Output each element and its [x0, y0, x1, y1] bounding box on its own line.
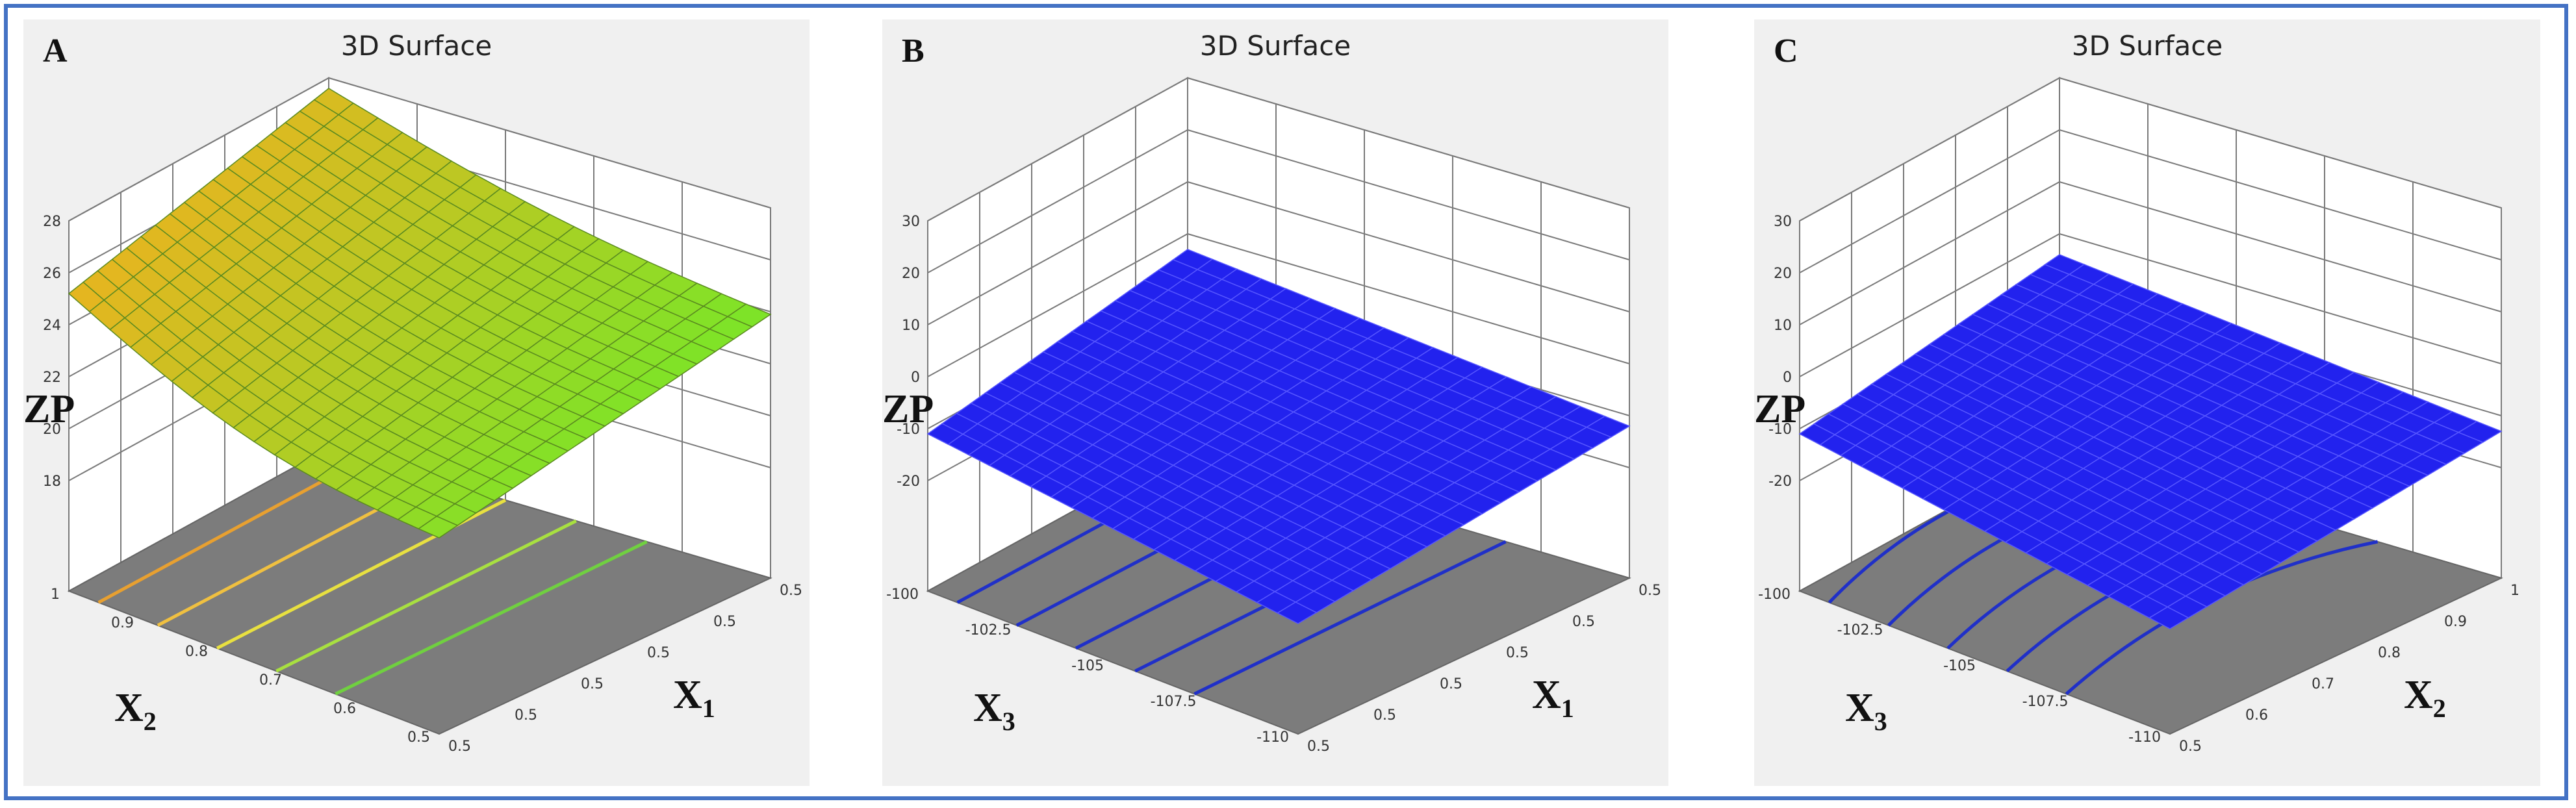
z-tick-label: 18 — [43, 473, 61, 490]
y-tick-label: 0.5 — [407, 729, 430, 746]
y-axis-title: X3 — [973, 686, 1015, 736]
surface-plot-c: -20-100102030-100-102.5-105-107.5-1100.5… — [1754, 30, 2519, 755]
panel-letter: A — [43, 32, 68, 69]
z-gridline — [1799, 233, 2502, 377]
y-tick-label: -100 — [1758, 587, 1791, 603]
y-tick-label: 0.7 — [259, 672, 282, 688]
y-tick-label: -102.5 — [965, 622, 1012, 638]
x-tick-label: 0.8 — [2378, 645, 2401, 661]
z-tick-label: -10 — [1768, 422, 1792, 438]
z-tick-label: 20 — [1774, 266, 1792, 282]
y-tick-label: -105 — [1071, 658, 1104, 674]
z-tick-label: -20 — [1768, 473, 1792, 490]
z-tick-label: 10 — [902, 318, 920, 334]
z-tick-label: 26 — [43, 266, 61, 282]
z-tick-label: 24 — [43, 318, 61, 334]
y-tick-label: 0.8 — [185, 644, 208, 660]
contour-line — [335, 540, 648, 696]
x-tick-label: 0.5 — [647, 645, 670, 661]
x-tick-label: 0.5 — [1506, 645, 1529, 661]
surface-cell — [2457, 421, 2503, 443]
x-tick-label: 0.5 — [1639, 583, 1661, 599]
z-axis-title: ZP — [1754, 387, 1805, 431]
y-tick-label: -105 — [1943, 658, 1976, 674]
z-gridline — [927, 233, 1630, 377]
surface-cell — [1585, 416, 1631, 438]
contour-line — [1193, 540, 1507, 696]
z-tick-label: 20 — [43, 422, 61, 438]
x-tick-label: 0.6 — [2245, 707, 2268, 724]
surface-mesh — [1798, 254, 2503, 629]
y-tick-label: -110 — [1256, 729, 1289, 746]
floor-plane — [67, 447, 772, 735]
contour-line — [275, 519, 577, 673]
panel-letter: B — [902, 32, 925, 69]
y-tick-label: -100 — [886, 587, 919, 603]
x-tick-label: 0.5 — [2179, 739, 2202, 755]
x-tick-label: 0.5 — [515, 707, 537, 724]
z-tick-label: 30 — [902, 214, 920, 230]
z-tick-label: 0 — [1783, 370, 1792, 386]
chart-title: 3D Surface — [1200, 30, 1351, 62]
z-gridline — [1799, 181, 2502, 325]
z-tick-label: 10 — [1774, 318, 1792, 334]
y-axis-title: X3 — [1845, 686, 1887, 736]
x-tick-label: 0.5 — [713, 614, 736, 630]
contour-line — [97, 457, 365, 604]
x-tick-label: 0.7 — [2312, 676, 2334, 692]
surface-mesh — [926, 249, 1631, 624]
x-tick-label: 0.5 — [1373, 707, 1396, 724]
y-tick-label: 0.6 — [333, 701, 356, 717]
z-gridline — [1799, 77, 2502, 221]
x-tick-label: 1 — [2510, 583, 2519, 599]
surface-plot-b: -20-100102030-100-102.5-105-107.5-1100.5… — [882, 30, 1661, 755]
z-gridline — [927, 77, 1630, 221]
panel-b: -20 -10 0 10 20 30 -100 -102.5 -105 -107.5 -110 0.5… — [882, 19, 1668, 786]
z-gridline — [927, 181, 1630, 325]
z-tick-label: 0 — [911, 370, 920, 386]
chart-title: 3D Surface — [341, 30, 492, 62]
y-tick-label: 0.9 — [111, 615, 134, 631]
y-tick-label: -102.5 — [1837, 622, 1883, 638]
z-axis-title: ZP — [23, 387, 75, 431]
z-tick-label: 20 — [902, 266, 920, 282]
x-tick-label: 0.5 — [1440, 676, 1462, 692]
x-tick-label: 0.5 — [780, 583, 802, 599]
z-tick-label: 22 — [43, 370, 61, 386]
y-tick-label: 1 — [51, 587, 60, 603]
x-axis-title: X1 — [673, 673, 715, 723]
x-tick-label: 0.5 — [1572, 614, 1595, 630]
x-axis-title: X1 — [1532, 673, 1574, 723]
y-tick-label: -107.5 — [1151, 694, 1197, 710]
x-tick-label: 0.5 — [581, 676, 604, 692]
surface-cell — [726, 303, 772, 327]
surface-mesh — [68, 88, 772, 538]
z-axis-title: ZP — [882, 387, 934, 431]
z-gridline — [68, 77, 771, 221]
x-tick-label: 0.5 — [448, 739, 471, 755]
z-tick-label: 28 — [43, 214, 61, 230]
panel-letter: C — [1774, 32, 1798, 69]
z-tick-label: -10 — [897, 422, 920, 438]
panel-a: 18 20 22 24 26 28 1 0.9 0.8 0.7 0.6 0.5 0.5 0.5 0.5 0.5… — [23, 19, 810, 786]
y-axis-title: X2 — [114, 686, 157, 736]
y-tick-label: -107.5 — [2022, 694, 2069, 710]
panel-c: -20 -10 0 10 20 30 -100 -102.5 -105 -107.5 -110 0.5… — [1754, 19, 2540, 786]
surface-plot-a: 18 20 22 24 26 28 1 0.9 0.8 0.7 0.6 0.5 0.5 0.5 0.5 0.5… — [23, 30, 802, 755]
y-tick-label: -110 — [2128, 729, 2161, 746]
x-axis-title: X2 — [2404, 673, 2446, 723]
x-tick-label: 0.5 — [1307, 739, 1330, 755]
z-gridline — [1799, 129, 2502, 273]
z-gridline — [927, 129, 1630, 273]
chart-title: 3D Surface — [2072, 30, 2223, 62]
z-tick-label: 30 — [1774, 214, 1792, 230]
z-tick-label: -20 — [897, 473, 920, 490]
x-tick-label: 0.9 — [2444, 614, 2467, 630]
